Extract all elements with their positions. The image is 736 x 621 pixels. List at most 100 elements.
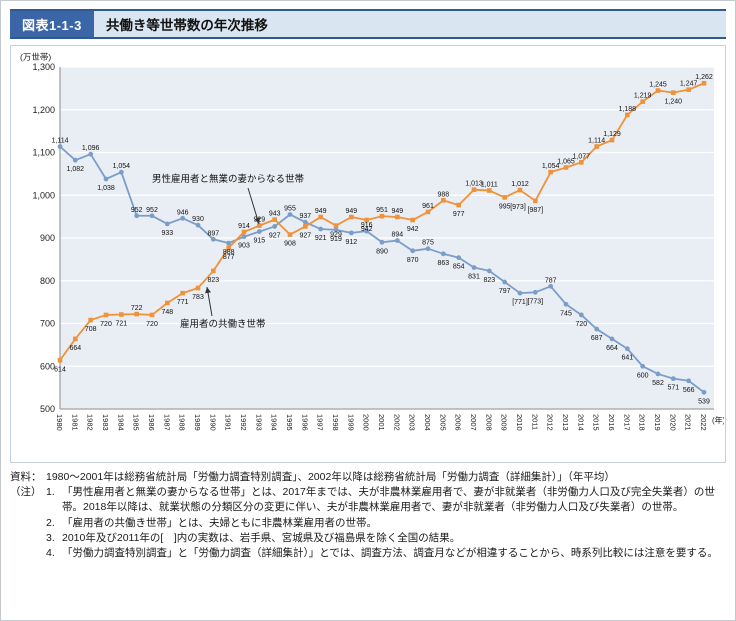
data-point xyxy=(533,198,538,204)
data-label: 870 xyxy=(407,257,419,264)
series-annotation: 雇用者の共働き世帯 xyxy=(180,318,266,330)
data-label: 720 xyxy=(575,321,587,328)
data-point xyxy=(471,265,477,270)
data-label: 919 xyxy=(330,236,342,243)
x-tick-label: 1990 xyxy=(208,414,217,431)
note-item-text: 「男性雇用者と無業の妻からなる世帯」とは、2017年までは、夫が非農林業雇用者で… xyxy=(62,486,715,514)
x-tick-label: 2006 xyxy=(454,414,463,431)
data-label: 1,054 xyxy=(542,163,560,170)
data-label: 927 xyxy=(299,232,311,239)
data-label: 949 xyxy=(315,208,327,215)
y-tick-label: 1,200 xyxy=(32,105,55,115)
data-label: 930 xyxy=(192,216,204,223)
data-point xyxy=(655,371,661,377)
data-label: 1,011 xyxy=(481,182,498,189)
x-tick-label: 1999 xyxy=(346,414,355,431)
data-point xyxy=(625,112,630,118)
data-label: 1,129 xyxy=(603,131,621,138)
data-point xyxy=(88,317,93,323)
data-point xyxy=(72,157,78,163)
annotation-arrow xyxy=(247,187,261,225)
x-tick-label: 1997 xyxy=(316,414,325,431)
data-label: 894 xyxy=(391,232,403,239)
data-point xyxy=(333,227,339,233)
data-point xyxy=(395,214,400,220)
data-label: 946 xyxy=(177,209,189,216)
data-label: 897 xyxy=(207,230,219,237)
data-label: 721 xyxy=(115,321,127,328)
x-tick-label: 1982 xyxy=(86,414,95,431)
data-label: 942 xyxy=(407,226,419,233)
data-label: 937 xyxy=(299,213,311,220)
data-point xyxy=(211,268,216,274)
data-label: 929 xyxy=(253,217,265,224)
x-tick-label: 2019 xyxy=(653,414,662,431)
data-point xyxy=(118,169,124,175)
data-label-bracketed: [973] xyxy=(510,204,526,211)
data-point xyxy=(164,221,170,227)
data-point xyxy=(272,224,278,229)
data-point xyxy=(517,187,523,193)
x-tick-label: 1994 xyxy=(270,414,279,431)
data-point xyxy=(165,300,170,306)
data-label: 797 xyxy=(499,288,511,295)
data-label: 912 xyxy=(345,239,357,246)
data-label: 720 xyxy=(146,321,158,328)
data-point xyxy=(425,209,431,215)
data-point xyxy=(73,336,78,342)
data-label: 995 xyxy=(499,203,511,210)
data-point xyxy=(425,246,431,252)
data-point xyxy=(594,326,600,332)
data-point xyxy=(364,217,369,223)
data-point xyxy=(149,312,155,318)
data-point xyxy=(640,363,646,369)
data-point xyxy=(548,283,554,289)
data-label: 664 xyxy=(606,345,618,352)
data-point xyxy=(149,213,155,219)
x-tick-label: 1986 xyxy=(147,414,156,431)
data-label: 1,247 xyxy=(680,81,698,88)
data-label: 977 xyxy=(453,211,465,218)
data-label: 952 xyxy=(131,207,143,214)
data-label: 722 xyxy=(131,305,143,312)
y-tick-label: 800 xyxy=(40,276,55,286)
data-point xyxy=(440,251,446,257)
data-point xyxy=(410,217,415,223)
data-label: 949 xyxy=(391,208,403,215)
data-label: 921 xyxy=(315,235,327,242)
x-tick-label: 2008 xyxy=(484,414,493,431)
data-point xyxy=(302,219,308,225)
data-label: 1,054 xyxy=(113,163,131,170)
data-point xyxy=(594,144,599,149)
data-label: 1,188 xyxy=(619,106,637,113)
note-item-number: 4. xyxy=(46,547,55,560)
note-item-number: 1. xyxy=(46,486,55,499)
data-label: 961 xyxy=(422,203,434,210)
data-point xyxy=(57,357,63,363)
data-label: 745 xyxy=(560,310,572,317)
data-point xyxy=(272,217,277,222)
data-point xyxy=(210,236,216,242)
data-label: 1,012 xyxy=(511,181,529,188)
data-label: 571 xyxy=(667,385,679,392)
data-point xyxy=(257,223,262,228)
data-label: 915 xyxy=(253,238,265,245)
data-point xyxy=(578,312,584,318)
note-item: 2. 「雇用者の共働き世帯」とは、夫婦ともに非農林業雇用者の世帯。 xyxy=(46,516,726,531)
data-point xyxy=(241,229,247,235)
data-point xyxy=(502,195,507,200)
data-point xyxy=(180,215,186,221)
note-item: 1. 「男性雇用者と無業の妻からなる世帯」とは、2017年までは、夫が非農林業雇用… xyxy=(46,485,726,515)
data-point xyxy=(103,176,109,182)
x-tick-label: 2007 xyxy=(469,414,478,431)
data-label: 600 xyxy=(637,372,649,379)
data-point xyxy=(287,232,293,237)
data-label: 863 xyxy=(437,260,449,267)
data-point xyxy=(394,238,400,243)
data-point xyxy=(349,214,354,220)
y-tick-label: 900 xyxy=(40,233,55,243)
data-point xyxy=(563,301,569,307)
data-point xyxy=(57,144,63,149)
y-tick-label: 1,000 xyxy=(32,190,55,200)
data-label: 914 xyxy=(238,223,250,230)
